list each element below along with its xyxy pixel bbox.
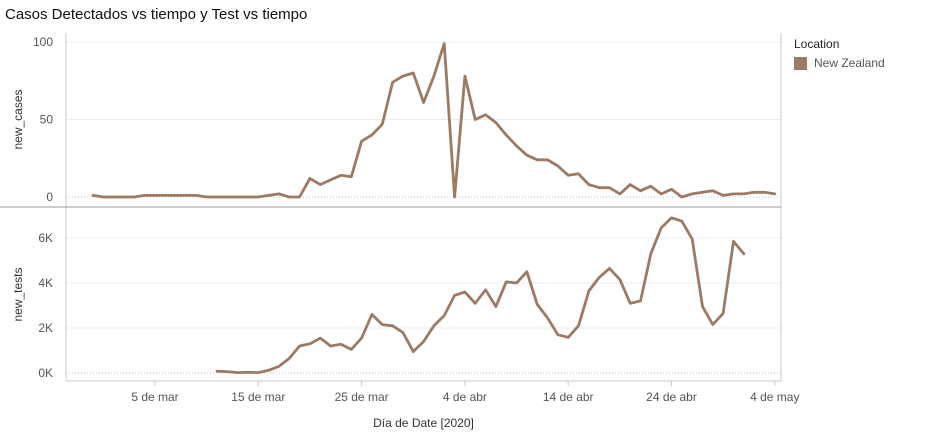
legend: Location New Zealand bbox=[794, 37, 885, 70]
x-tick-label: 4 de abr bbox=[443, 390, 487, 404]
y-tick-label: 100 bbox=[33, 35, 53, 49]
y-tick-label: 0K bbox=[38, 366, 53, 380]
chart-frame bbox=[0, 33, 782, 386]
x-tick-label: 14 de abr bbox=[543, 390, 594, 404]
x-tick-label: 25 de mar bbox=[335, 390, 389, 404]
x-axis-title: Día de Date [2020] bbox=[373, 416, 474, 430]
y-tick-label: 4K bbox=[38, 276, 53, 290]
x-tick-label: 15 de mar bbox=[231, 390, 285, 404]
series-line-new-zealand bbox=[91, 42, 777, 199]
series-lines bbox=[91, 42, 777, 374]
y-axis-title: new_tests bbox=[11, 267, 25, 321]
chart-title: Casos Detectados vs tiempo y Test vs tie… bbox=[5, 6, 308, 23]
y-tick-label: 0 bbox=[46, 190, 53, 204]
legend-swatch bbox=[794, 56, 807, 70]
legend-title: Location bbox=[794, 37, 840, 51]
legend-item-new-zealand[interactable]: New Zealand bbox=[794, 56, 885, 70]
series-line-new-zealand bbox=[215, 216, 746, 374]
x-tick-label: 24 de abr bbox=[646, 390, 697, 404]
y-tick-label: 2K bbox=[38, 321, 53, 335]
y-tick-label: 6K bbox=[38, 231, 53, 245]
y-axis-title: new_cases bbox=[11, 89, 25, 149]
legend-item-label: New Zealand bbox=[814, 56, 885, 70]
axis-labels: 0 50 100 new_cases 0K 2K 4K 6K new_tests 5 de mar… bbox=[11, 35, 799, 430]
x-tick-label: 4 de may bbox=[750, 390, 799, 404]
gridlines bbox=[66, 41, 781, 374]
y-tick-label: 50 bbox=[40, 113, 54, 127]
x-tick-label: 5 de mar bbox=[131, 390, 178, 404]
